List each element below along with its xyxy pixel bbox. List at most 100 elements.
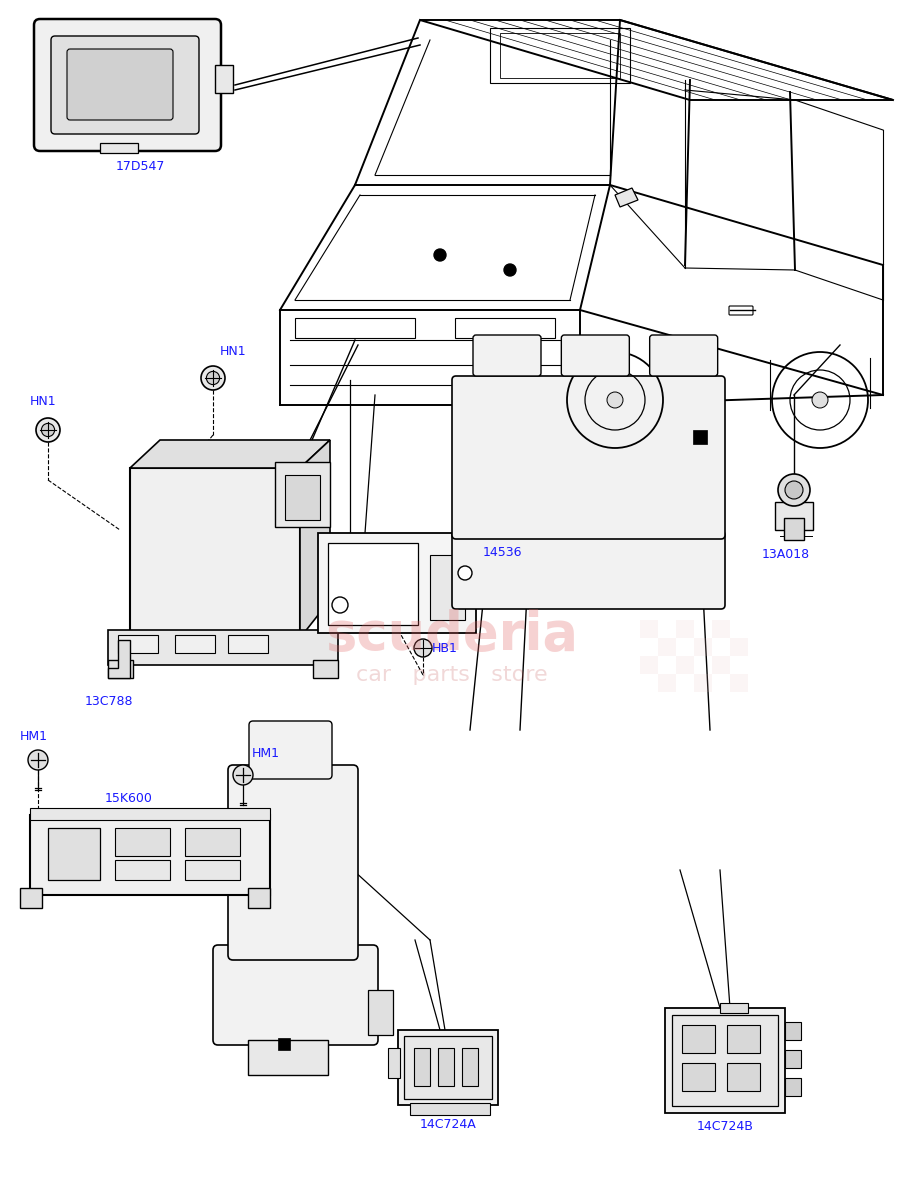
FancyBboxPatch shape: [452, 530, 725, 608]
Circle shape: [607, 392, 623, 408]
Bar: [410, 1103, 490, 1115]
FancyBboxPatch shape: [452, 376, 725, 539]
Bar: [784, 518, 804, 540]
Bar: [640, 656, 658, 674]
Circle shape: [233, 766, 253, 785]
Circle shape: [206, 371, 220, 384]
Bar: [785, 1050, 801, 1068]
Bar: [115, 828, 170, 856]
Bar: [388, 1048, 400, 1078]
Polygon shape: [130, 440, 330, 468]
Bar: [278, 1038, 290, 1050]
Bar: [727, 1025, 760, 1054]
Circle shape: [434, 248, 446, 260]
Bar: [490, 28, 630, 83]
Bar: [368, 990, 393, 1034]
Bar: [175, 635, 215, 653]
Bar: [108, 630, 338, 665]
Circle shape: [458, 566, 472, 580]
Bar: [248, 888, 270, 908]
Bar: [30, 808, 270, 820]
Bar: [248, 1040, 328, 1075]
Bar: [785, 1022, 801, 1040]
FancyBboxPatch shape: [51, 36, 199, 134]
Bar: [404, 1036, 492, 1099]
Circle shape: [812, 392, 828, 408]
Text: 14536: 14536: [483, 546, 522, 559]
Text: HM1: HM1: [20, 730, 48, 743]
Circle shape: [785, 481, 803, 499]
Bar: [658, 638, 676, 656]
Bar: [215, 65, 233, 92]
Bar: [438, 1048, 454, 1086]
Text: 13A018: 13A018: [762, 548, 810, 560]
Text: HM1: HM1: [252, 746, 280, 760]
Bar: [185, 860, 240, 880]
Circle shape: [778, 474, 810, 506]
Circle shape: [28, 750, 48, 770]
Bar: [430, 554, 465, 620]
Circle shape: [414, 638, 432, 658]
Polygon shape: [108, 640, 130, 678]
Bar: [694, 674, 712, 692]
Bar: [118, 635, 158, 653]
Polygon shape: [300, 440, 330, 638]
FancyBboxPatch shape: [561, 335, 629, 376]
Text: 14C724A: 14C724A: [420, 1118, 476, 1130]
FancyBboxPatch shape: [650, 335, 718, 376]
Circle shape: [332, 596, 348, 613]
Circle shape: [504, 264, 516, 276]
Text: HN1: HN1: [220, 346, 247, 358]
Bar: [228, 635, 268, 653]
Bar: [30, 815, 270, 895]
FancyBboxPatch shape: [228, 766, 358, 960]
Bar: [658, 674, 676, 692]
Bar: [318, 533, 476, 634]
Bar: [295, 318, 415, 338]
Bar: [712, 656, 730, 674]
FancyBboxPatch shape: [67, 49, 173, 120]
Bar: [682, 1063, 715, 1091]
FancyBboxPatch shape: [249, 721, 332, 779]
Bar: [185, 828, 240, 856]
Bar: [730, 638, 748, 656]
Bar: [108, 660, 133, 678]
Bar: [398, 1030, 498, 1105]
Bar: [785, 1078, 801, 1096]
Circle shape: [42, 424, 54, 437]
Bar: [693, 430, 707, 444]
Bar: [414, 1048, 430, 1086]
Text: 14C724B: 14C724B: [697, 1120, 754, 1133]
Bar: [462, 1048, 478, 1086]
Bar: [682, 1025, 715, 1054]
Bar: [313, 660, 338, 678]
Bar: [676, 656, 694, 674]
Bar: [727, 1063, 760, 1091]
FancyBboxPatch shape: [213, 946, 378, 1045]
Bar: [328, 542, 418, 625]
Bar: [730, 674, 748, 692]
Bar: [100, 143, 138, 152]
Circle shape: [36, 418, 60, 442]
Bar: [500, 32, 620, 78]
Text: scuderia: scuderia: [326, 608, 578, 661]
Bar: [672, 1015, 778, 1106]
FancyBboxPatch shape: [473, 335, 541, 376]
Text: HN1: HN1: [30, 395, 57, 408]
Bar: [130, 468, 300, 638]
Bar: [640, 620, 658, 638]
Bar: [48, 828, 100, 880]
Text: HB1: HB1: [432, 642, 458, 654]
Text: 13C788: 13C788: [85, 695, 134, 708]
FancyBboxPatch shape: [34, 19, 221, 151]
Bar: [694, 638, 712, 656]
Bar: [275, 462, 330, 527]
Bar: [455, 318, 555, 338]
Text: 17D547: 17D547: [115, 160, 165, 173]
Text: 15K600: 15K600: [105, 792, 153, 805]
Bar: [775, 502, 813, 530]
Bar: [115, 860, 170, 880]
Bar: [676, 620, 694, 638]
Polygon shape: [615, 188, 638, 206]
Text: car   parts   store: car parts store: [357, 665, 548, 685]
